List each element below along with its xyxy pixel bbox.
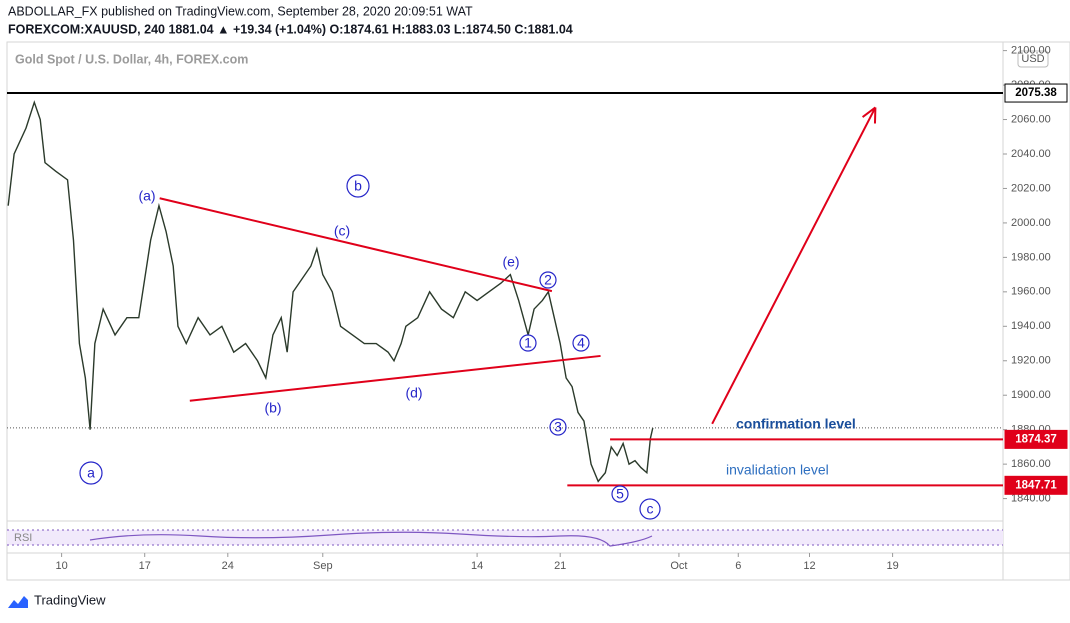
y-tick-label: 1960.00 bbox=[1011, 286, 1051, 298]
wave-label: (c) bbox=[334, 223, 350, 239]
x-tick-label: 24 bbox=[222, 560, 234, 572]
x-tick-label: Sep bbox=[313, 560, 333, 572]
y-tick-label: 1920.00 bbox=[1011, 355, 1051, 367]
y-tick-label: 1940.00 bbox=[1011, 320, 1051, 332]
wave-label: 2 bbox=[544, 272, 552, 288]
x-tick-label: 6 bbox=[735, 560, 741, 572]
x-tick-label: 12 bbox=[803, 560, 815, 572]
y-tick-label: 1980.00 bbox=[1011, 251, 1051, 263]
quote: FOREXCOM:XAUUSD, 240 1881.04 ▲ +19.34 (+… bbox=[8, 22, 573, 36]
wave-label: 3 bbox=[554, 419, 562, 435]
level-label: 1874.37 bbox=[1015, 433, 1057, 445]
wave-label: (e) bbox=[502, 254, 519, 270]
y-tick-label: 2000.00 bbox=[1011, 217, 1051, 229]
y-tick-label: 2040.00 bbox=[1011, 148, 1051, 160]
x-tick-label: 21 bbox=[554, 560, 566, 572]
y-tick-label: 1860.00 bbox=[1011, 458, 1051, 470]
level-label: 2075.38 bbox=[1015, 87, 1057, 99]
x-tick-label: 14 bbox=[471, 560, 483, 572]
wave-label: 4 bbox=[577, 335, 585, 351]
y-tick-label: 2100.00 bbox=[1011, 45, 1051, 57]
wave-label: a bbox=[87, 465, 95, 481]
wave-label: (b) bbox=[264, 400, 281, 416]
level-label: 1847.71 bbox=[1015, 479, 1057, 491]
wave-label: (a) bbox=[138, 188, 155, 204]
invalidation-label: invalidation level bbox=[726, 462, 829, 478]
x-tick-label: 10 bbox=[55, 560, 67, 572]
x-tick-label: Oct bbox=[670, 560, 687, 572]
rsi-label: RSI bbox=[14, 532, 32, 544]
wave-label: 5 bbox=[616, 486, 624, 502]
brand: TradingView bbox=[34, 592, 106, 607]
x-tick-label: 17 bbox=[139, 560, 151, 572]
wave-label: b bbox=[354, 178, 362, 194]
publisher: ABDOLLAR_FX published on TradingView.com… bbox=[8, 4, 473, 18]
chart-title: Gold Spot / U.S. Dollar, 4h, FOREX.com bbox=[15, 52, 248, 66]
x-tick-label: 19 bbox=[886, 560, 898, 572]
confirmation-label: confirmation level bbox=[736, 416, 856, 432]
wave-label: c bbox=[647, 501, 654, 517]
wave-label: 1 bbox=[524, 335, 532, 351]
wave-label: (d) bbox=[405, 385, 422, 401]
rsi-band bbox=[7, 530, 1003, 545]
y-tick-label: 2060.00 bbox=[1011, 113, 1051, 125]
y-tick-label: 2020.00 bbox=[1011, 182, 1051, 194]
y-tick-label: 1900.00 bbox=[1011, 389, 1051, 401]
